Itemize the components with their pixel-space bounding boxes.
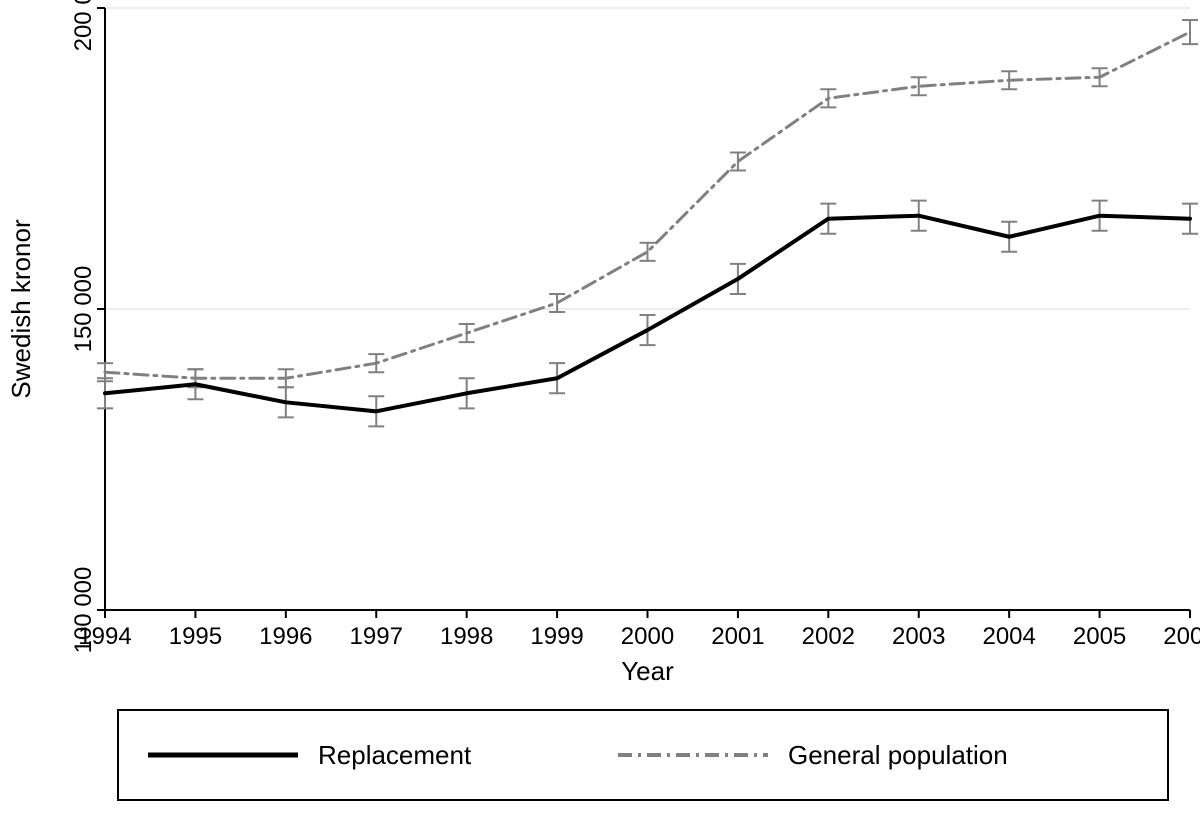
legend-label: General population [788, 740, 1008, 770]
x-tick-label: 1998 [440, 623, 493, 650]
x-tick-label: 2003 [892, 623, 945, 650]
x-axis-label: Year [621, 656, 674, 686]
legend-label: Replacement [318, 740, 472, 770]
x-tick-label: 1995 [169, 623, 222, 650]
y-tick-label: 200 000 [70, 0, 97, 51]
x-tick-label: 1997 [350, 623, 403, 650]
x-tick-label: 2006 [1163, 623, 1200, 650]
x-tick-label: 2001 [711, 623, 764, 650]
x-tick-label: 2005 [1073, 623, 1126, 650]
x-tick-label: 1996 [259, 623, 312, 650]
x-tick-label: 1999 [530, 623, 583, 650]
x-tick-label: 2004 [982, 623, 1035, 650]
x-tick-label: 1994 [78, 623, 131, 650]
chart-container: 100 000150 000200 0001994199519961997199… [0, 0, 1200, 836]
y-tick-label: 150 000 [70, 266, 97, 353]
y-axis-label: Swedish kronor [6, 219, 36, 399]
x-tick-label: 2000 [621, 623, 674, 650]
line-chart-svg: 100 000150 000200 0001994199519961997199… [0, 0, 1200, 836]
x-tick-label: 2002 [802, 623, 855, 650]
